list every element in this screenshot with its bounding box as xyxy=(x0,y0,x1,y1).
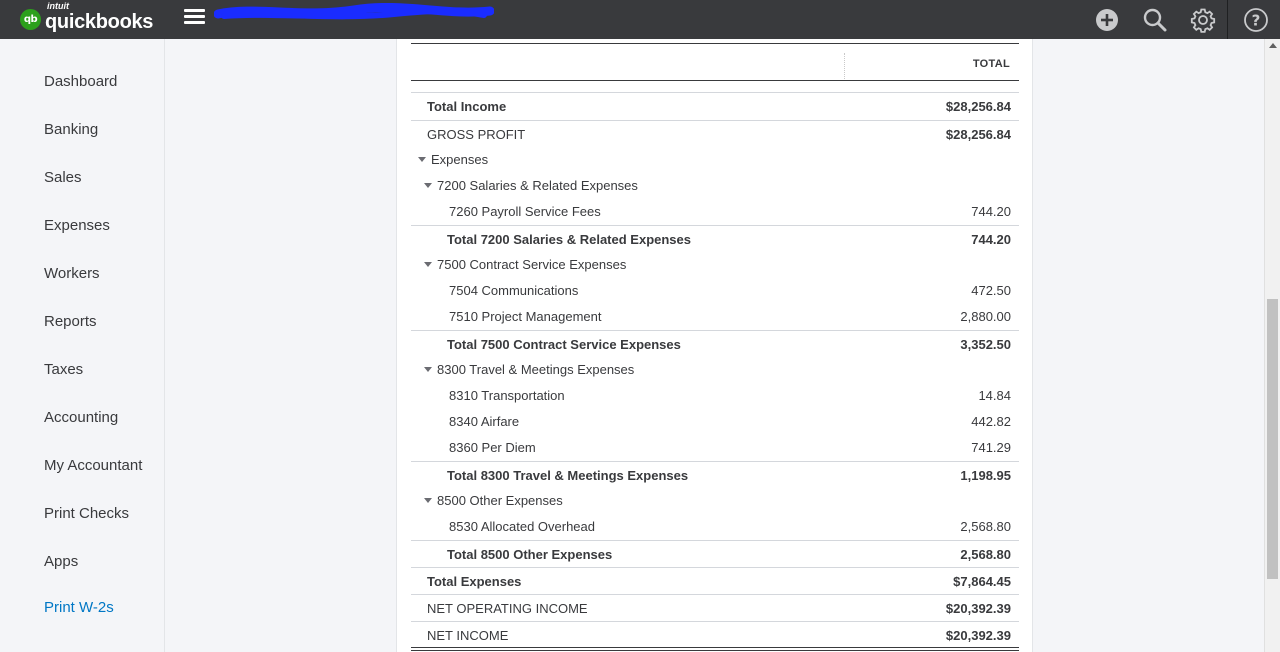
row-amount[interactable]: 741.29 xyxy=(971,440,1011,455)
row-amount[interactable]: $28,256.84 xyxy=(945,99,1011,114)
table-row: 8500 Other Expenses xyxy=(411,487,1019,513)
table-row: 8360 Per Diem 741.29 xyxy=(411,434,1019,460)
row-label: NET INCOME xyxy=(427,628,509,643)
sidebar-item-expenses[interactable]: Expenses xyxy=(44,217,110,234)
sidebar-item-print-checks[interactable]: Print Checks xyxy=(44,505,130,522)
row-label: Total 7500 Contract Service Expenses xyxy=(447,337,681,352)
sidebar-item-my-accountant[interactable]: My Accountant xyxy=(44,457,143,474)
help-icon[interactable]: ? xyxy=(1232,0,1280,39)
table-row: 7260 Payroll Service Fees 744.20 xyxy=(411,198,1019,224)
row-amount[interactable]: $7,864.45 xyxy=(953,574,1011,589)
sidebar: Dashboard Banking Sales Expenses Workers… xyxy=(0,39,165,652)
row-amount[interactable]: 1,198.95 xyxy=(960,468,1011,483)
gear-icon[interactable] xyxy=(1179,0,1227,39)
row-amount[interactable]: 472.50 xyxy=(971,283,1011,298)
row-label: Total 8300 Travel & Meetings Expenses xyxy=(447,468,689,483)
qb-logo-icon: qb xyxy=(20,8,41,30)
row-amount[interactable]: 744.20 xyxy=(971,204,1011,219)
sidebar-item-taxes[interactable]: Taxes xyxy=(44,361,84,378)
sidebar-item-workers[interactable]: Workers xyxy=(44,265,100,282)
row-label: Total 8500 Other Expenses xyxy=(447,547,613,562)
row-amount[interactable]: $20,392.39 xyxy=(945,601,1011,616)
logo-intuit-text: intuit xyxy=(47,0,69,11)
row-label: 7500 Contract Service Expenses xyxy=(437,257,627,272)
row-label: 7510 Project Management xyxy=(449,309,602,324)
sidebar-item-apps[interactable]: Apps xyxy=(44,553,79,570)
row-amount[interactable]: $28,256.84 xyxy=(945,127,1011,142)
redacted-company-name xyxy=(214,2,494,20)
collapse-caret-icon[interactable] xyxy=(424,367,432,373)
row-label: 8530 Allocated Overhead xyxy=(449,519,595,534)
collapse-caret-icon[interactable] xyxy=(418,157,426,163)
row-label: 8500 Other Expenses xyxy=(437,493,563,508)
row-label: Expenses xyxy=(431,152,489,167)
grand-total-rule xyxy=(411,647,1019,651)
logo-wordmark: quickbooks xyxy=(45,10,154,33)
table-row: NET OPERATING INCOME $20,392.39 xyxy=(411,594,1019,620)
table-row: Expenses xyxy=(411,146,1019,172)
table-row: 8530 Allocated Overhead 2,568.80 xyxy=(411,513,1019,539)
row-amount[interactable]: 3,352.50 xyxy=(960,337,1011,352)
row-amount[interactable]: 14.84 xyxy=(978,388,1011,403)
sidebar-item-banking[interactable]: Banking xyxy=(44,121,99,138)
row-amount[interactable]: 744.20 xyxy=(971,232,1011,247)
row-label: 8360 Per Diem xyxy=(449,440,536,455)
table-row: 7510 Project Management 2,880.00 xyxy=(411,303,1019,329)
row-amount[interactable]: 2,568.80 xyxy=(960,519,1011,534)
row-label: 7200 Salaries & Related Expenses xyxy=(437,178,638,193)
collapse-caret-icon[interactable] xyxy=(424,183,432,189)
sidebar-item-reports[interactable]: Reports xyxy=(44,313,97,330)
collapse-caret-icon[interactable] xyxy=(424,262,432,268)
row-label: 8310 Transportation xyxy=(449,388,565,403)
hamburger-menu-icon[interactable] xyxy=(184,6,205,26)
table-row: Total 8500 Other Expenses 2,568.80 xyxy=(411,540,1019,566)
sidebar-item-print-w2s[interactable]: Print W-2s xyxy=(44,599,114,616)
table-row: 7504 Communications 472.50 xyxy=(411,277,1019,303)
quickbooks-logo[interactable]: qb intuit quickbooks xyxy=(20,0,154,34)
profit-and-loss-report: TOTAL Total Income $28,256.84 GROSS PROF… xyxy=(396,39,1033,652)
row-label: Total Expenses xyxy=(427,574,522,589)
main-content: TOTAL Total Income $28,256.84 GROSS PROF… xyxy=(166,39,1264,652)
vertical-scrollbar[interactable] xyxy=(1264,39,1280,652)
sidebar-item-sales[interactable]: Sales xyxy=(44,169,82,186)
table-row: 8340 Airfare 442.82 xyxy=(411,408,1019,434)
table-row: 7200 Salaries & Related Expenses xyxy=(411,172,1019,198)
column-separator xyxy=(844,53,845,79)
table-row: Total Expenses $7,864.45 xyxy=(411,567,1019,593)
row-label: Total 7200 Salaries & Related Expenses xyxy=(447,232,691,247)
table-row: 7500 Contract Service Expenses xyxy=(411,251,1019,277)
scroll-up-arrow-icon[interactable] xyxy=(1269,43,1277,48)
row-label: 7260 Payroll Service Fees xyxy=(449,204,601,219)
row-amount[interactable]: $20,392.39 xyxy=(945,628,1011,643)
table-row: Total Income $28,256.84 xyxy=(411,93,1019,119)
top-bar: qb intuit quickbooks ? xyxy=(0,0,1280,39)
table-row: Total 7200 Salaries & Related Expenses 7… xyxy=(411,225,1019,251)
row-amount[interactable]: 442.82 xyxy=(971,414,1011,429)
row-label: NET OPERATING INCOME xyxy=(427,601,588,616)
table-row: 8310 Transportation 14.84 xyxy=(411,382,1019,408)
row-label: 8340 Airfare xyxy=(449,414,520,429)
sidebar-item-accounting[interactable]: Accounting xyxy=(44,409,119,426)
table-row: Total 8300 Travel & Meetings Expenses 1,… xyxy=(411,461,1019,487)
row-label: GROSS PROFIT xyxy=(427,127,526,142)
search-icon[interactable] xyxy=(1131,0,1179,39)
row-label: 8300 Travel & Meetings Expenses xyxy=(437,362,635,377)
scrollbar-thumb[interactable] xyxy=(1267,299,1278,579)
row-label: Total Income xyxy=(427,99,507,114)
svg-text:?: ? xyxy=(1252,11,1261,29)
table-row: GROSS PROFIT $28,256.84 xyxy=(411,120,1019,146)
row-amount[interactable]: 2,568.80 xyxy=(960,547,1011,562)
table-row: NET INCOME $20,392.39 xyxy=(411,621,1019,647)
row-label: 7504 Communications xyxy=(449,283,579,298)
column-header-total: TOTAL xyxy=(972,58,1010,70)
sidebar-item-dashboard[interactable]: Dashboard xyxy=(44,73,118,90)
row-amount[interactable]: 2,880.00 xyxy=(960,309,1011,324)
plus-circle-icon[interactable] xyxy=(1083,0,1131,39)
table-row: Total 7500 Contract Service Expenses 3,3… xyxy=(411,330,1019,356)
collapse-caret-icon[interactable] xyxy=(424,498,432,504)
table-row: 8300 Travel & Meetings Expenses xyxy=(411,356,1019,382)
